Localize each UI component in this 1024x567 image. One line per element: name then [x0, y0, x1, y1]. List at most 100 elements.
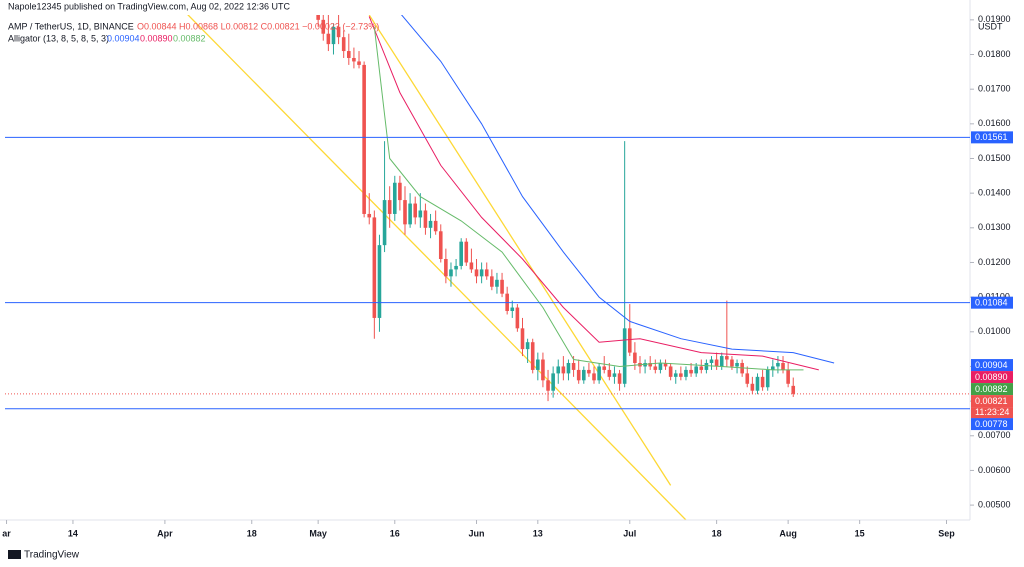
x-tick-label: 16	[390, 528, 400, 538]
indicator-value: 0.00890	[140, 33, 173, 43]
candle-body	[679, 373, 683, 377]
y-tick-label: 0.01900	[978, 14, 1011, 24]
y-tick-label: 0.01200	[978, 257, 1011, 267]
y-tick-label: 0.01300	[978, 222, 1011, 232]
candle-body	[750, 383, 755, 391]
y-tick-label: 0.01100	[978, 292, 1010, 302]
candle-body	[454, 265, 458, 270]
plot-area	[5, 15, 970, 520]
candle-body	[592, 373, 596, 381]
symbol: AMP / TetherUS, 1D, BINANCE	[8, 21, 134, 31]
price-tag	[971, 131, 1013, 144]
countdown-bg	[971, 407, 1013, 419]
candle-body	[673, 373, 678, 377]
candle-body	[336, 26, 341, 38]
candle-body	[704, 362, 709, 370]
y-tick-label: 0.01700	[978, 84, 1011, 94]
candle-body	[597, 366, 601, 381]
x-tick-label: Aug	[779, 528, 797, 538]
candle-body	[576, 369, 581, 381]
candle-body	[617, 373, 622, 384]
alligator-line	[368, 16, 819, 371]
indicator-value: 0.00882	[173, 33, 206, 43]
candle-body	[331, 26, 336, 45]
candle-body	[571, 362, 576, 370]
price-tag	[971, 395, 1013, 408]
price-tag-label: 0.00778	[975, 419, 1008, 429]
candle-body	[633, 352, 637, 363]
candle-body	[428, 220, 433, 228]
x-tick-label: 14	[68, 528, 78, 538]
candle-body	[653, 366, 658, 370]
countdown: 11:23:24	[975, 407, 1009, 417]
price-tag-label: 0.00904	[975, 360, 1008, 370]
y-tick-label: 0.00500	[978, 499, 1011, 509]
candle-body	[771, 366, 775, 370]
candle-body	[689, 369, 693, 374]
candle-body	[730, 359, 734, 367]
candle-body	[392, 182, 397, 214]
candle-body	[469, 262, 474, 270]
y-tick-label: 0.01400	[978, 188, 1011, 198]
candle-body	[510, 307, 515, 311]
candle-body	[449, 269, 453, 277]
logo	[8, 550, 21, 559]
candle-body	[786, 369, 790, 384]
candle-body	[622, 328, 627, 384]
candle-body	[367, 213, 372, 218]
trend-line	[368, 15, 672, 486]
price-tag-label: 0.00890	[975, 372, 1008, 382]
indicator-name: Alligator (13, 8, 5, 8, 5, 3)	[8, 33, 109, 43]
candle-body	[352, 57, 356, 62]
y-tick-label: 0.01800	[978, 49, 1011, 59]
candle-body	[326, 33, 331, 45]
price-tag-label: 0.01084	[975, 298, 1008, 308]
candle-body	[377, 245, 382, 318]
candle-body	[347, 51, 351, 58]
price-tag	[971, 359, 1013, 372]
candle-body	[714, 359, 719, 367]
candle-body	[546, 380, 550, 391]
candle-body	[321, 19, 326, 34]
candle-body	[500, 279, 504, 294]
price-tag-label: 0.00821	[975, 396, 1008, 406]
candle-body	[581, 369, 586, 381]
candle-body	[536, 359, 540, 370]
candle-body	[566, 362, 571, 374]
candle-body	[479, 269, 484, 277]
candle-body	[709, 359, 714, 363]
candle-body	[694, 366, 698, 374]
y-tick-label: 0.01000	[978, 326, 1011, 336]
y-tick-label: 0.01600	[978, 118, 1011, 128]
x-tick-label: 13	[533, 528, 543, 538]
x-tick-label: Apr	[157, 528, 173, 538]
candle-body	[515, 307, 520, 329]
x-tick-label: May	[309, 528, 327, 538]
candle-body	[541, 359, 545, 381]
candle-body	[403, 200, 407, 225]
candle-body	[433, 220, 438, 232]
candle-body	[459, 241, 463, 266]
candle-body	[490, 276, 494, 287]
candle-body	[699, 366, 704, 370]
candle-body	[587, 369, 591, 374]
price-tag-label: 0.00882	[975, 384, 1008, 394]
price-tag	[971, 418, 1013, 431]
candle-body	[357, 61, 361, 65]
candle-body	[602, 366, 607, 370]
candle-body	[520, 328, 525, 350]
y-tick-label: 0.01500	[978, 153, 1011, 163]
trend-line	[187, 15, 687, 520]
ohlc-legend: O0.00844 H0.00868 L0.00812 C0.00821 −0.0…	[137, 21, 379, 31]
alligator-line	[373, 26, 804, 371]
candle-body	[530, 342, 535, 370]
x-tick-label: 15	[855, 528, 865, 538]
y-tick-label: 0.00600	[978, 465, 1011, 475]
candle-body	[495, 279, 499, 287]
candle-body	[607, 369, 612, 377]
candle-body	[398, 182, 402, 201]
x-tick-label: Sep	[938, 528, 955, 538]
candle-body	[372, 217, 377, 318]
